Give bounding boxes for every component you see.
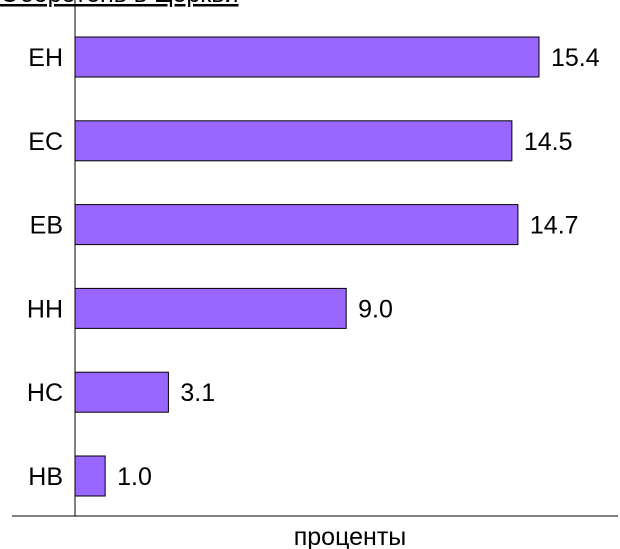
value-label-ЕВ: 14.7 xyxy=(530,212,579,240)
category-label-ЕН: ЕН xyxy=(28,44,63,72)
category-label-НН: НН xyxy=(27,295,63,323)
bar-НВ xyxy=(74,455,106,497)
value-label-НН: 9.0 xyxy=(358,295,393,323)
category-label-ЕС: ЕС xyxy=(28,128,63,156)
chart-title: Оборотень в Церкви xyxy=(0,0,239,8)
bars-group xyxy=(74,36,540,497)
value-label-ЕС: 14.5 xyxy=(524,128,573,156)
bar-ЕВ xyxy=(74,204,519,246)
x-axis-title: проценты xyxy=(294,523,407,549)
bar-НС xyxy=(74,371,169,413)
category-label-НВ: НВ xyxy=(28,463,63,491)
bar-ЕН xyxy=(74,36,540,78)
category-label-НС: НС xyxy=(27,379,63,407)
value-label-НВ: 1.0 xyxy=(117,463,152,491)
bar-НН xyxy=(74,287,347,329)
category-label-ЕВ: ЕВ xyxy=(30,212,63,240)
labels-group: ЕН 15.4 ЕС 14.5 ЕВ 14.7 НН 9.0 НС 3.1 НВ 1.0 xyxy=(27,44,600,491)
value-label-НС: 3.1 xyxy=(180,379,215,407)
bar-ЕС xyxy=(74,120,513,162)
value-label-ЕН: 15.4 xyxy=(551,44,600,72)
